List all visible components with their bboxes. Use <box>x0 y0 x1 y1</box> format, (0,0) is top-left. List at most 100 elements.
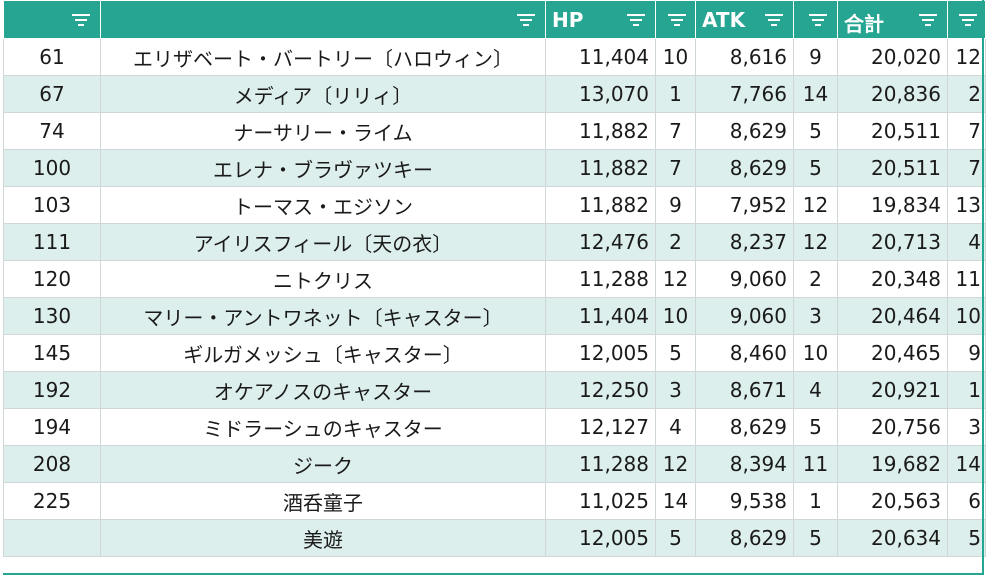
cell-total[interactable]: 20,348 <box>837 260 948 298</box>
cell-name[interactable]: 酒呑童子 <box>100 482 546 520</box>
cell-atk[interactable]: 7,766 <box>695 75 794 113</box>
cell-id[interactable]: 130 <box>3 297 101 335</box>
cell-id[interactable]: 67 <box>3 75 101 113</box>
cell-total-rank[interactable]: 9 <box>947 334 986 372</box>
cell-atk[interactable]: 9,060 <box>695 260 794 298</box>
cell-hp[interactable]: 13,070 <box>545 75 656 113</box>
cell-id[interactable]: 225 <box>3 482 101 520</box>
cell-hp[interactable]: 12,127 <box>545 408 656 446</box>
cell-atk[interactable]: 9,060 <box>695 297 794 335</box>
cell-atk[interactable]: 8,394 <box>695 445 794 483</box>
cell-atk-rank[interactable]: 11 <box>793 445 838 483</box>
cell-hp[interactable]: 11,882 <box>545 112 656 150</box>
cell-total-rank[interactable]: 7 <box>947 149 986 187</box>
cell-id[interactable] <box>3 519 101 557</box>
cell-hp-rank[interactable]: 4 <box>655 408 696 446</box>
cell-atk-rank[interactable]: 10 <box>793 334 838 372</box>
cell-atk[interactable]: 8,629 <box>695 519 794 557</box>
cell-hp-rank[interactable]: 2 <box>655 223 696 261</box>
cell-id[interactable]: 194 <box>3 408 101 446</box>
cell-atk[interactable]: 8,616 <box>695 38 794 76</box>
filter-icon[interactable] <box>919 11 937 29</box>
cell-total[interactable]: 20,634 <box>837 519 948 557</box>
cell-total[interactable]: 19,834 <box>837 186 948 224</box>
filter-icon[interactable] <box>517 11 535 29</box>
cell-atk[interactable]: 7,952 <box>695 186 794 224</box>
cell-total-rank[interactable]: 1 <box>947 371 986 409</box>
cell-id[interactable]: 145 <box>3 334 101 372</box>
cell-atk-rank[interactable]: 2 <box>793 260 838 298</box>
cell-name[interactable]: ナーサリー・ライム <box>100 112 546 150</box>
cell-atk-rank[interactable]: 12 <box>793 186 838 224</box>
cell-total[interactable]: 20,020 <box>837 38 948 76</box>
cell-atk[interactable]: 8,671 <box>695 371 794 409</box>
cell-hp[interactable]: 11,288 <box>545 445 656 483</box>
cell-hp[interactable]: 11,882 <box>545 149 656 187</box>
cell-hp-rank[interactable]: 14 <box>655 482 696 520</box>
cell-atk-rank[interactable]: 9 <box>793 38 838 76</box>
cell-hp-rank[interactable]: 12 <box>655 260 696 298</box>
cell-atk-rank[interactable]: 5 <box>793 408 838 446</box>
cell-hp-rank[interactable]: 1 <box>655 75 696 113</box>
cell-total-rank[interactable]: 10 <box>947 297 986 335</box>
cell-name[interactable]: 美遊 <box>100 519 546 557</box>
cell-atk[interactable]: 9,538 <box>695 482 794 520</box>
cell-hp[interactable]: 11,404 <box>545 297 656 335</box>
cell-name[interactable]: オケアノスのキャスター <box>100 371 546 409</box>
cell-total[interactable]: 20,756 <box>837 408 948 446</box>
cell-atk[interactable]: 8,460 <box>695 334 794 372</box>
cell-total-rank[interactable]: 12 <box>947 38 986 76</box>
cell-total-rank[interactable]: 3 <box>947 408 986 446</box>
cell-hp-rank[interactable]: 12 <box>655 445 696 483</box>
cell-name[interactable]: アイリスフィール〔天の衣〕 <box>100 223 546 261</box>
cell-total[interactable]: 20,511 <box>837 149 948 187</box>
filter-icon[interactable] <box>809 11 827 29</box>
cell-hp-rank[interactable]: 5 <box>655 334 696 372</box>
cell-name[interactable]: マリー・アントワネット〔キャスター〕 <box>100 297 546 335</box>
cell-total-rank[interactable]: 14 <box>947 445 986 483</box>
cell-name[interactable]: エリザベート・バートリー〔ハロウィン〕 <box>100 38 546 76</box>
cell-id[interactable]: 100 <box>3 149 101 187</box>
cell-id[interactable]: 61 <box>3 38 101 76</box>
cell-hp-rank[interactable]: 10 <box>655 38 696 76</box>
cell-id[interactable]: 120 <box>3 260 101 298</box>
cell-atk-rank[interactable]: 5 <box>793 519 838 557</box>
cell-hp-rank[interactable]: 5 <box>655 519 696 557</box>
cell-hp-rank[interactable]: 7 <box>655 112 696 150</box>
cell-hp[interactable]: 11,404 <box>545 38 656 76</box>
cell-hp-rank[interactable]: 7 <box>655 149 696 187</box>
cell-name[interactable]: ミドラーシュのキャスター <box>100 408 546 446</box>
cell-total[interactable]: 20,464 <box>837 297 948 335</box>
cell-hp[interactable]: 12,005 <box>545 519 656 557</box>
cell-total[interactable]: 20,563 <box>837 482 948 520</box>
cell-hp[interactable]: 11,288 <box>545 260 656 298</box>
cell-hp[interactable]: 12,250 <box>545 371 656 409</box>
cell-total-rank[interactable]: 11 <box>947 260 986 298</box>
cell-atk-rank[interactable]: 5 <box>793 112 838 150</box>
cell-hp-rank[interactable]: 9 <box>655 186 696 224</box>
cell-total[interactable]: 20,511 <box>837 112 948 150</box>
cell-atk[interactable]: 8,629 <box>695 112 794 150</box>
cell-hp[interactable]: 12,476 <box>545 223 656 261</box>
cell-total-rank[interactable]: 5 <box>947 519 986 557</box>
cell-atk-rank[interactable]: 14 <box>793 75 838 113</box>
filter-icon[interactable] <box>765 11 783 29</box>
cell-total-rank[interactable]: 2 <box>947 75 986 113</box>
cell-total-rank[interactable]: 6 <box>947 482 986 520</box>
cell-name[interactable]: ジーク <box>100 445 546 483</box>
cell-total[interactable]: 19,682 <box>837 445 948 483</box>
cell-atk-rank[interactable]: 3 <box>793 297 838 335</box>
cell-id[interactable]: 111 <box>3 223 101 261</box>
cell-atk-rank[interactable]: 12 <box>793 223 838 261</box>
filter-icon[interactable] <box>72 11 90 29</box>
cell-id[interactable]: 103 <box>3 186 101 224</box>
cell-total[interactable]: 20,713 <box>837 223 948 261</box>
cell-total[interactable]: 20,921 <box>837 371 948 409</box>
cell-hp[interactable]: 11,882 <box>545 186 656 224</box>
cell-atk-rank[interactable]: 1 <box>793 482 838 520</box>
cell-hp-rank[interactable]: 10 <box>655 297 696 335</box>
cell-atk-rank[interactable]: 5 <box>793 149 838 187</box>
cell-hp[interactable]: 12,005 <box>545 334 656 372</box>
cell-name[interactable]: ギルガメッシュ〔キャスター〕 <box>100 334 546 372</box>
filter-icon[interactable] <box>959 11 977 29</box>
